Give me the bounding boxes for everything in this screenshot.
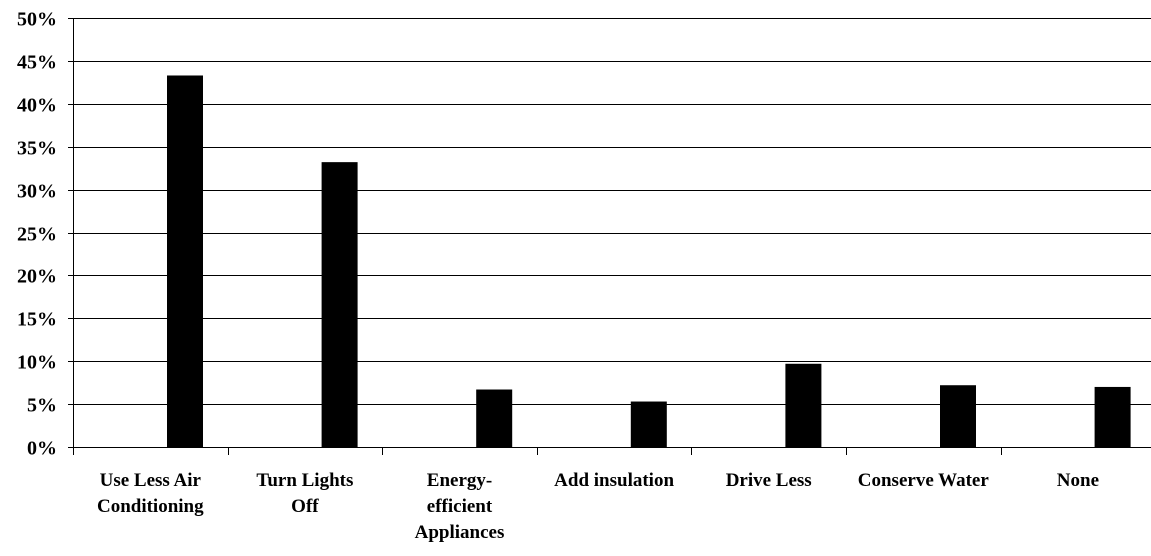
- y-tick-label: 15%: [17, 309, 57, 331]
- y-tick-label: 30%: [17, 181, 57, 203]
- x-category-label: Add insulation: [554, 470, 674, 491]
- axes: [73, 18, 1002, 455]
- x-category-label: Drive Less: [726, 470, 812, 491]
- bar: [167, 75, 203, 448]
- bar: [321, 162, 358, 448]
- bar: [940, 385, 976, 447]
- bar: [630, 401, 667, 447]
- y-tick-label: 5%: [27, 395, 57, 417]
- x-category-label: None: [1057, 470, 1099, 491]
- x-category-labels: Use Less Air Conditioning Turn Lights Off En…: [97, 470, 1099, 543]
- y-tick-label: 0%: [27, 438, 57, 460]
- bar: [1094, 386, 1131, 447]
- gridlines: [68, 18, 1151, 448]
- y-tick-label: 40%: [17, 95, 57, 117]
- y-tick-label: 25%: [17, 224, 57, 246]
- x-category-label: Conserve Water: [858, 470, 990, 491]
- x-category-label: Turn Lights Off: [256, 470, 353, 517]
- y-tick-label: 45%: [17, 52, 57, 74]
- y-tick-labels: 0% 5% 10% 15% 20% 25% 30% 35% 40% 45% 50%: [17, 9, 57, 460]
- x-category-label: Use Less Air Conditioning: [97, 470, 204, 517]
- bar: [476, 389, 513, 447]
- y-tick-label: 50%: [17, 9, 57, 31]
- y-tick-label: 35%: [17, 138, 57, 160]
- y-tick-label: 10%: [17, 352, 57, 374]
- bars: [167, 75, 1131, 448]
- x-category-label: Energy-efficient Appliances: [415, 470, 505, 543]
- bar: [785, 363, 822, 447]
- y-tick-label: 20%: [17, 266, 57, 288]
